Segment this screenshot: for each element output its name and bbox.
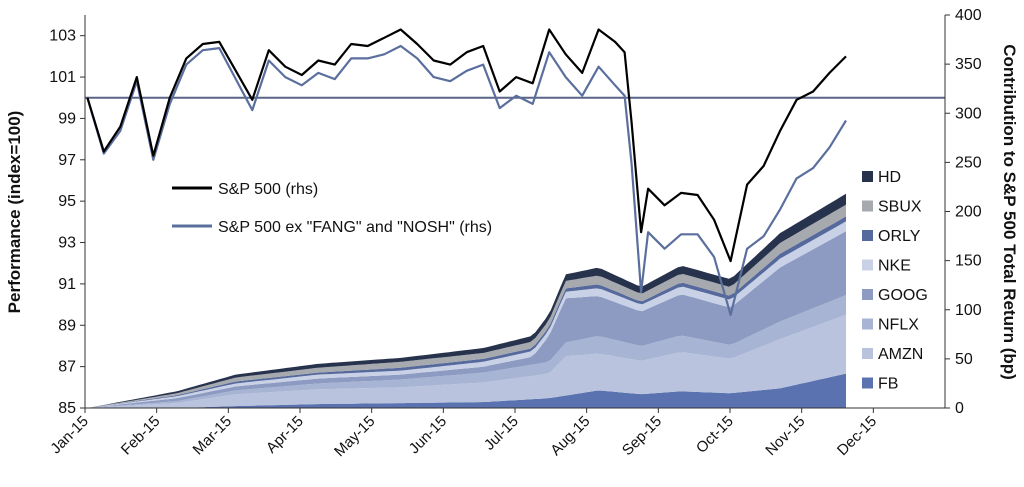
left-tick-label: 89 bbox=[58, 317, 76, 334]
area-legend-swatch bbox=[862, 201, 873, 212]
right-tick-label: 250 bbox=[955, 154, 982, 171]
x-tick-label: Sep-15 bbox=[619, 413, 665, 459]
x-tick-label: Oct-15 bbox=[693, 413, 737, 457]
area-legend-label: ORLY bbox=[878, 228, 921, 245]
right-axis-title: Contribution to S&P 500 Total Return (bp… bbox=[1000, 44, 1019, 380]
area-legend-label: HD bbox=[878, 169, 901, 186]
right-tick-label: 350 bbox=[955, 56, 982, 73]
line-legend-label: S&P 500 ex "FANG" and "NOSH" (rhs) bbox=[218, 219, 492, 236]
left-tick-label: 103 bbox=[49, 28, 76, 45]
area-legend-swatch bbox=[862, 289, 873, 300]
area-legend-label: FB bbox=[878, 376, 898, 393]
area-legend-swatch bbox=[862, 319, 873, 330]
area-legend-label: NKE bbox=[878, 258, 911, 275]
x-tick-label: Jul-15 bbox=[481, 413, 522, 454]
left-axis-title: Performance (index=100) bbox=[5, 111, 24, 314]
area-legend-label: GOOG bbox=[878, 287, 928, 304]
right-tick-label: 200 bbox=[955, 204, 982, 221]
left-tick-label: 85 bbox=[58, 400, 76, 417]
right-tick-label: 50 bbox=[955, 351, 973, 368]
area-legend-swatch bbox=[862, 171, 873, 182]
area-legend-swatch bbox=[862, 378, 873, 389]
series-sp500-ex-fang-nosh-line bbox=[87, 46, 846, 315]
left-tick-label: 99 bbox=[58, 110, 76, 127]
x-tick-label: Dec-15 bbox=[834, 413, 880, 459]
x-tick-label: Aug-15 bbox=[547, 413, 593, 459]
x-tick-label: Feb-15 bbox=[118, 413, 164, 459]
x-tick-label: Nov-15 bbox=[762, 413, 808, 459]
left-tick-label: 95 bbox=[58, 193, 76, 210]
x-tick-label: Apr-15 bbox=[263, 413, 307, 457]
line-legend-label: S&P 500 (rhs) bbox=[218, 181, 318, 198]
x-tick-label: Jan-15 bbox=[47, 413, 91, 457]
right-tick-label: 100 bbox=[955, 302, 982, 319]
area-legend-swatch bbox=[862, 230, 873, 241]
left-tick-label: 93 bbox=[58, 235, 76, 252]
area-legend-swatch bbox=[862, 348, 873, 359]
x-tick-label: Jun-15 bbox=[406, 413, 450, 457]
area-legend-label: NFLX bbox=[878, 317, 919, 334]
left-tick-label: 97 bbox=[58, 152, 76, 169]
x-tick-label: Mar-15 bbox=[190, 413, 236, 459]
x-tick-label: May-15 bbox=[331, 413, 378, 460]
left-tick-label: 101 bbox=[49, 69, 76, 86]
area-legend-swatch bbox=[862, 260, 873, 271]
right-tick-label: 0 bbox=[955, 400, 964, 417]
right-tick-label: 150 bbox=[955, 253, 982, 270]
right-tick-label: 400 bbox=[955, 7, 982, 24]
area-legend-label: SBUX bbox=[878, 199, 922, 216]
left-tick-label: 91 bbox=[58, 276, 76, 293]
left-tick-label: 87 bbox=[58, 359, 76, 376]
area-legend-label: AMZN bbox=[878, 346, 923, 363]
right-tick-label: 300 bbox=[955, 105, 982, 122]
